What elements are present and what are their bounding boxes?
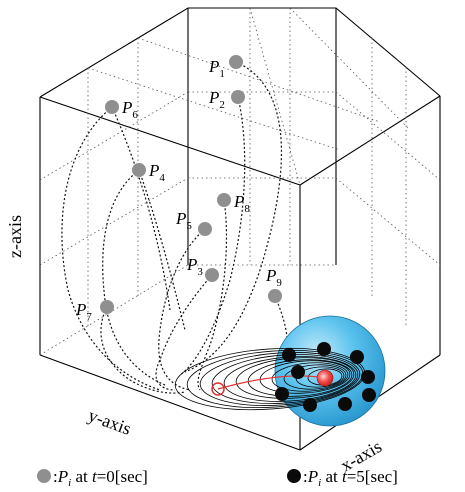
z-axis-label: z-axis xyxy=(5,215,25,258)
trajectories xyxy=(61,61,288,394)
label-p4: P4 xyxy=(148,161,165,184)
initial-point-p4 xyxy=(132,163,146,177)
grid-lines xyxy=(39,7,441,356)
final-point xyxy=(361,370,375,384)
y-axis-line xyxy=(39,354,301,451)
legend-initial: :Pi at t=0[sec] xyxy=(37,467,148,489)
legend-gray-marker xyxy=(37,469,51,483)
final-point xyxy=(317,342,331,356)
initial-point-p6 xyxy=(105,100,119,114)
label-p1: P1 xyxy=(208,57,225,80)
label-p7: P7 xyxy=(75,300,92,323)
box-back-top-edges xyxy=(39,7,441,98)
final-point xyxy=(303,398,317,412)
point-labels: P1 P2 P3 P4 P5 P6 P7 P8 P9 xyxy=(75,57,282,323)
label-p5: P5 xyxy=(175,209,192,232)
trajectory-p5 xyxy=(158,228,206,391)
label-p6: P6 xyxy=(121,98,138,121)
trajectory-p6-branch xyxy=(111,106,171,311)
target-sphere xyxy=(274,315,386,427)
final-point xyxy=(282,348,296,362)
label-p2: P2 xyxy=(208,88,225,111)
final-point xyxy=(338,397,352,411)
label-p3: P3 xyxy=(186,255,203,278)
svg-text::Pi at t=5[sec]: :Pi at t=5[sec] xyxy=(303,467,398,489)
trajectory-p3 xyxy=(155,274,213,391)
trajectory-p4-branch xyxy=(138,169,186,331)
final-point xyxy=(291,365,305,379)
box-top-front-left xyxy=(39,96,301,186)
trajectory-p4 xyxy=(102,169,166,386)
trajectory-p1 xyxy=(184,61,282,373)
label-p9: P9 xyxy=(265,266,282,289)
target-start-marker xyxy=(211,382,225,396)
initial-point-p5 xyxy=(198,222,212,236)
axes-box xyxy=(39,7,441,451)
label-p8: P8 xyxy=(233,192,250,215)
initial-point-p9 xyxy=(268,289,282,303)
final-points xyxy=(275,342,376,412)
final-point xyxy=(275,387,289,401)
final-point xyxy=(350,350,364,364)
initial-point-p7 xyxy=(100,300,114,314)
final-point xyxy=(362,388,376,402)
legend-final: :Pi at t=5[sec] xyxy=(287,467,398,489)
trajectory-p2 xyxy=(179,96,246,376)
svg-text::Pi at t=0[sec]: :Pi at t=0[sec] xyxy=(53,467,148,489)
trajectory-p8 xyxy=(197,199,228,391)
target-path xyxy=(217,375,326,390)
initial-point-p8 xyxy=(217,193,231,207)
initial-point-p3 xyxy=(205,268,219,282)
legend-black-marker xyxy=(287,469,301,483)
box-top-front-right xyxy=(299,95,441,186)
target-point xyxy=(316,369,334,387)
y-axis-label: y-axis xyxy=(86,405,134,439)
initial-point-p1 xyxy=(229,55,243,69)
initial-point-p2 xyxy=(231,90,245,104)
trajectory-p7 xyxy=(100,306,186,394)
initial-points xyxy=(100,55,282,314)
trajectory-p6 xyxy=(61,106,161,391)
